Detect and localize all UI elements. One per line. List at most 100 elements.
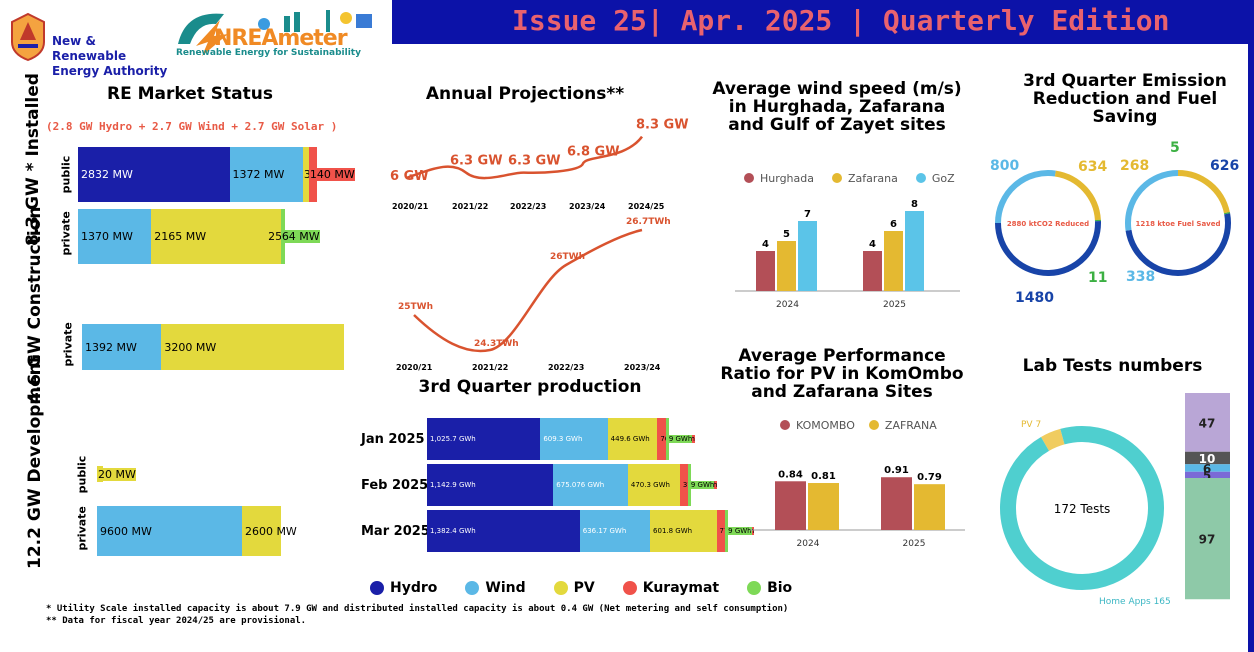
capacity-x-tick: 2020/21: [392, 202, 429, 211]
footnote-2: ** Data for fiscal year 2024/25 are prov…: [46, 616, 307, 626]
production-month-label: Mar 2025: [361, 524, 430, 539]
x-tick-label: 2024: [797, 539, 820, 549]
co2-value-label: 11: [1088, 270, 1107, 286]
lab-donut-label: Home Apps 165: [1099, 597, 1171, 607]
market-segment-label: 64 MW: [281, 230, 320, 243]
legend-swatch: [915, 173, 926, 183]
lab-stack-segment: [1185, 471, 1230, 478]
energy-x-tick: 2022/23: [548, 363, 584, 372]
row-label-development-public: public: [75, 455, 89, 494]
legend-label: ZAFRANA: [884, 418, 937, 432]
capacity-data-label: 6 GW: [390, 169, 429, 184]
wind-speed-title: Average wind speed (m/s) in Hurghada, Za…: [712, 79, 962, 135]
production-segment-kuraymat: 76.7 GWh: [657, 418, 695, 460]
bar-value-label: 6: [890, 219, 897, 230]
legend-item-kuraymat: Kuraymat: [622, 578, 719, 598]
legend-swatch: [868, 420, 879, 430]
market-segment-wind: 1372 MW: [229, 147, 303, 202]
lab-stack-label: 47: [1199, 416, 1216, 430]
capacity-x-tick: 2024/25: [628, 202, 665, 211]
bar-hurghada: [863, 251, 882, 291]
co2-value-label: 800: [990, 158, 1019, 174]
capacity-x-tick: 2021/22: [452, 202, 488, 211]
production-segment-wind: 636.17 GWh: [579, 510, 651, 552]
market-segment-label: 2832 MW: [81, 168, 133, 181]
lab-stack-segment: [1185, 464, 1230, 472]
energy-x-tick: 2021/22: [472, 363, 508, 372]
energy-data-label: 26TWh: [550, 252, 585, 262]
emission-chart: 2880 ktCO2 Reduced 1218 ktoe Fuel Saved 80…: [990, 140, 1239, 306]
legend-item: Zafarana: [832, 170, 898, 186]
legend-swatch: [553, 581, 568, 595]
projections-chart: 6 GW 2020/21 6.3 GW 2021/22 6.3 GW 2022/23 6.8…: [390, 118, 689, 372]
section-development-label: 12.2 GW Development: [25, 355, 45, 569]
bar-value-label: 4: [762, 239, 769, 250]
bar-value-label: 5: [783, 229, 790, 240]
legend-label: GoZ: [931, 171, 955, 185]
production-segment-label: 636.17 GWh: [582, 527, 627, 535]
market-segment-label: 2165 MW: [154, 230, 207, 243]
production-segment-label: 609.3 GWh: [543, 435, 583, 443]
energy-line: [413, 228, 643, 353]
lab-tests-title: Lab Tests numbers: [1022, 356, 1203, 376]
capacity-data-label: 6.8 GW: [567, 145, 620, 160]
legend-swatch: [370, 581, 384, 595]
legend-item-wind: Wind: [465, 578, 526, 598]
nrea-logo: [8, 12, 48, 62]
legend-item: Hurghada: [744, 170, 814, 186]
market-segment-label: 2600 MW: [244, 524, 297, 538]
market-segment-label: 140 MW: [309, 168, 355, 181]
row-label-development-private: private: [75, 506, 89, 551]
row-label-construction-private: private: [61, 322, 75, 367]
lab-stack-label: 5: [1203, 469, 1211, 483]
production-segment-pv: 601.8 GWh: [650, 510, 717, 552]
energy-data-label: 24.3TWh: [474, 339, 519, 349]
legend-swatch: [832, 173, 842, 183]
row-label-installed-private: private: [59, 211, 73, 256]
production-segment-label: 9 GWh: [690, 481, 715, 489]
market-segment-pv: 256 M: [267, 209, 303, 264]
legend-item-bio: Bio: [747, 578, 792, 598]
production-month-label: Feb 2025: [361, 478, 429, 493]
market-segment-label: 9600 MW: [100, 524, 152, 538]
bar-zafarana: [777, 241, 796, 291]
production-segment-hydro: 1,142.9 GWh: [427, 464, 554, 506]
legend-swatch: [744, 173, 754, 183]
bar-zafrana: [808, 483, 839, 530]
production-segment-wind: 609.3 GWh: [540, 418, 608, 460]
production-segment-hydro: 1,025.7 GWh: [427, 418, 541, 460]
performance-legend: KOMOMBO ZAFRANA: [780, 417, 980, 433]
co2-donut-segment: [1054, 170, 1101, 221]
co2-donut-segment: [995, 221, 1101, 276]
lab-stack-segment: [1185, 393, 1230, 452]
legend-label: Hydro: [390, 580, 438, 596]
production-segment-label: 1,142.9 GWh: [430, 481, 476, 489]
production-segment-label: 1,382.4 GWh: [430, 527, 476, 535]
legend-label: Wind: [485, 580, 526, 596]
bar-zafrana: [914, 484, 945, 530]
fuel-donut-segment: [1125, 170, 1179, 231]
capacity-data-label: 6.3 GW: [508, 154, 561, 169]
emission-title: 3rd Quarter Emission Reduction and Fuel …: [1023, 71, 1227, 127]
legend-item-pv: PV: [553, 578, 595, 598]
market-segment-label: 20 MW: [98, 467, 136, 481]
capacity-line: [405, 135, 644, 180]
bar-value-label: 0.84: [778, 469, 803, 480]
brand-tagline: Renewable Energy for Sustainability: [176, 48, 361, 58]
capacity-data-label: 6.3 GW: [450, 154, 503, 169]
lab-stack-segment: [1185, 478, 1230, 600]
lab-stack-label: 10: [1199, 452, 1216, 466]
fuel-donut-segment: [1125, 213, 1231, 276]
x-tick-label: 2024: [776, 300, 799, 310]
legend-swatch: [780, 420, 790, 430]
production-segment-bio: 9 GWh: [665, 418, 693, 460]
fuel-value-label: 338: [1126, 269, 1155, 285]
performance-chart: 0.84 0.81 2024 0.91 0.79 2025: [750, 465, 965, 549]
legend-label: PV: [573, 580, 595, 596]
co2-value-label: 634: [1078, 159, 1107, 175]
fuel-value-label: 268: [1120, 158, 1149, 174]
fuel-value-label: 5: [1170, 140, 1180, 156]
production-segment-label: 9 GWh: [728, 527, 752, 535]
x-tick-label: 2025: [903, 539, 926, 549]
lab-stack-segment: [1185, 451, 1230, 465]
